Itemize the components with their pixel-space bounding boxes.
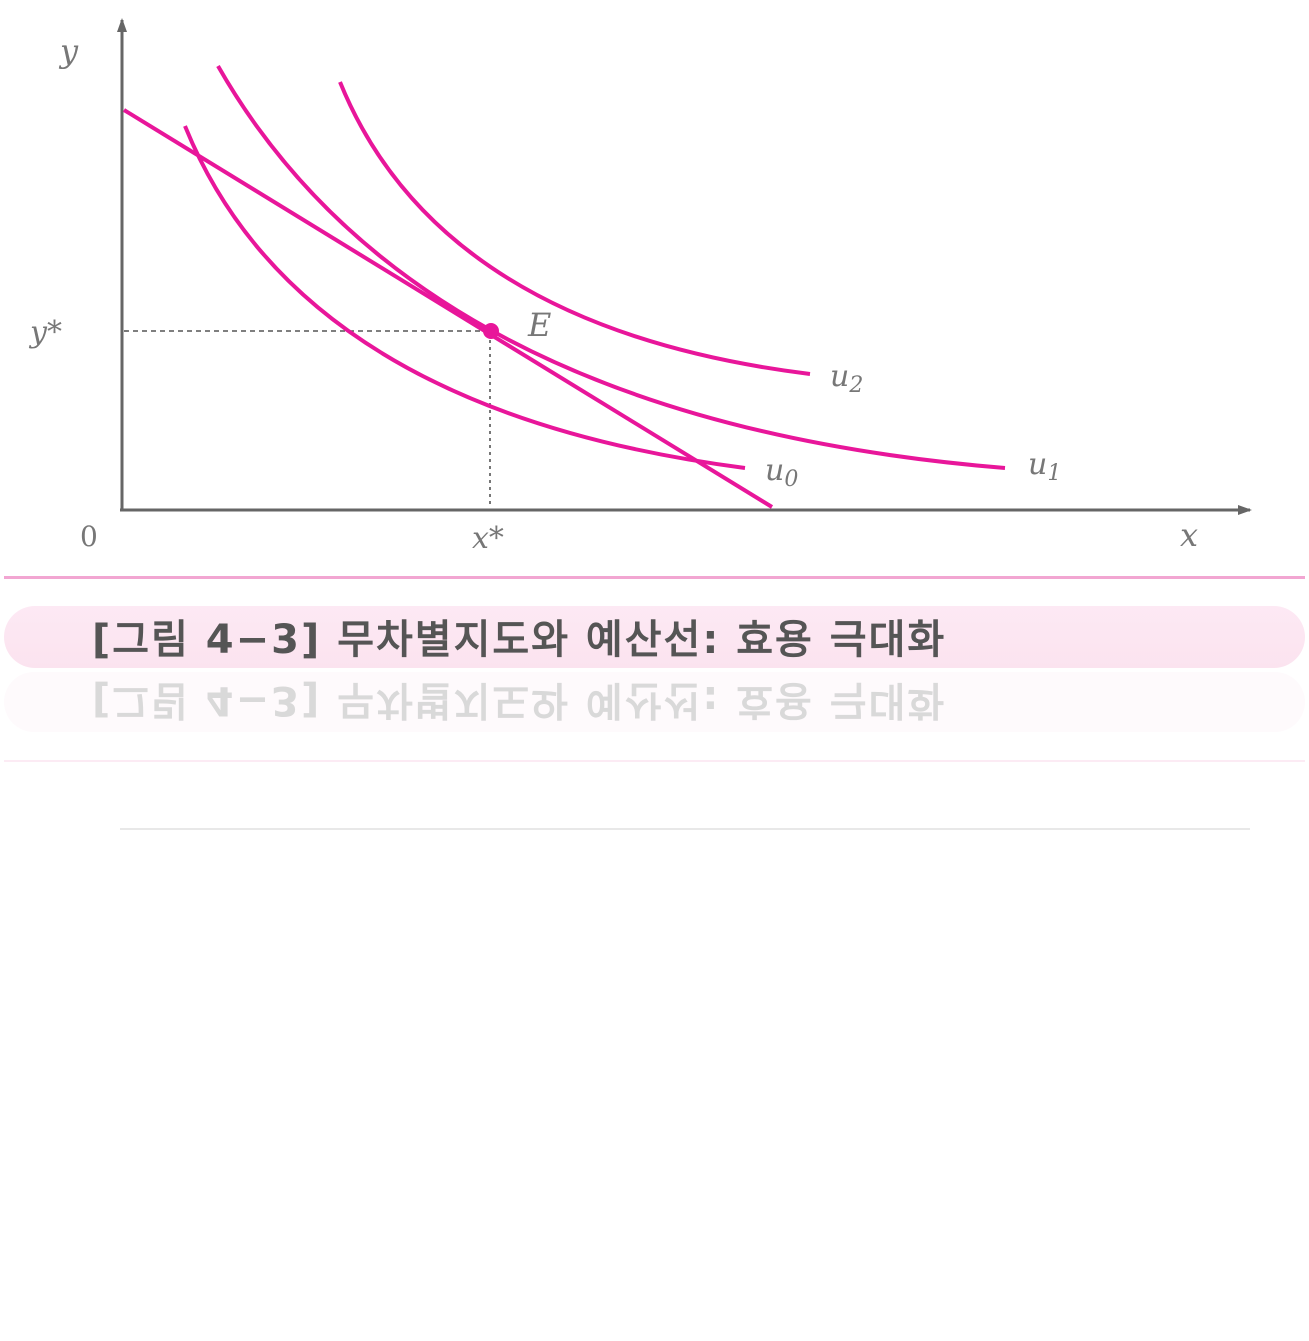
- u2-label: u2: [830, 359, 863, 398]
- indifference-curve-u1: [216, 65, 1006, 470]
- divider-line: [4, 576, 1305, 579]
- reflection-bar: [4, 672, 1305, 732]
- x-axis-label: x: [1180, 516, 1198, 554]
- y-star-label: y*: [28, 315, 62, 350]
- figure-svg: y x 0 x* y* E u0 u1 u2: [28, 18, 1252, 556]
- figure-caption: [그림 4−3] 무차별지도와 예산선: 효용 극대화: [92, 617, 947, 663]
- indifference-curve-u0: [183, 125, 746, 470]
- indifference-map-figure: y x 0 x* y* E u0 u1 u2: [0, 0, 1309, 580]
- caption-bar: [4, 606, 1305, 668]
- reflection-divider: [4, 760, 1305, 762]
- indifference-curve-u2: [338, 81, 811, 376]
- u1-label: u1: [1028, 447, 1061, 486]
- u0-label: u0: [765, 453, 798, 492]
- budget-line: [122, 108, 774, 509]
- reflection-effect: [그림 4−3] 무차별지도와 예산선: 효용 극대화: [0, 668, 1309, 868]
- origin-label: 0: [80, 520, 98, 553]
- point-e-label: E: [527, 306, 551, 344]
- reflection-axis: [120, 828, 1250, 830]
- x-star-label: x*: [472, 521, 504, 556]
- equilibrium-point: [483, 323, 499, 339]
- reflection-caption: [그림 4−3] 무차별지도와 예산선: 효용 극대화: [92, 677, 947, 723]
- y-axis-label: y: [58, 32, 79, 70]
